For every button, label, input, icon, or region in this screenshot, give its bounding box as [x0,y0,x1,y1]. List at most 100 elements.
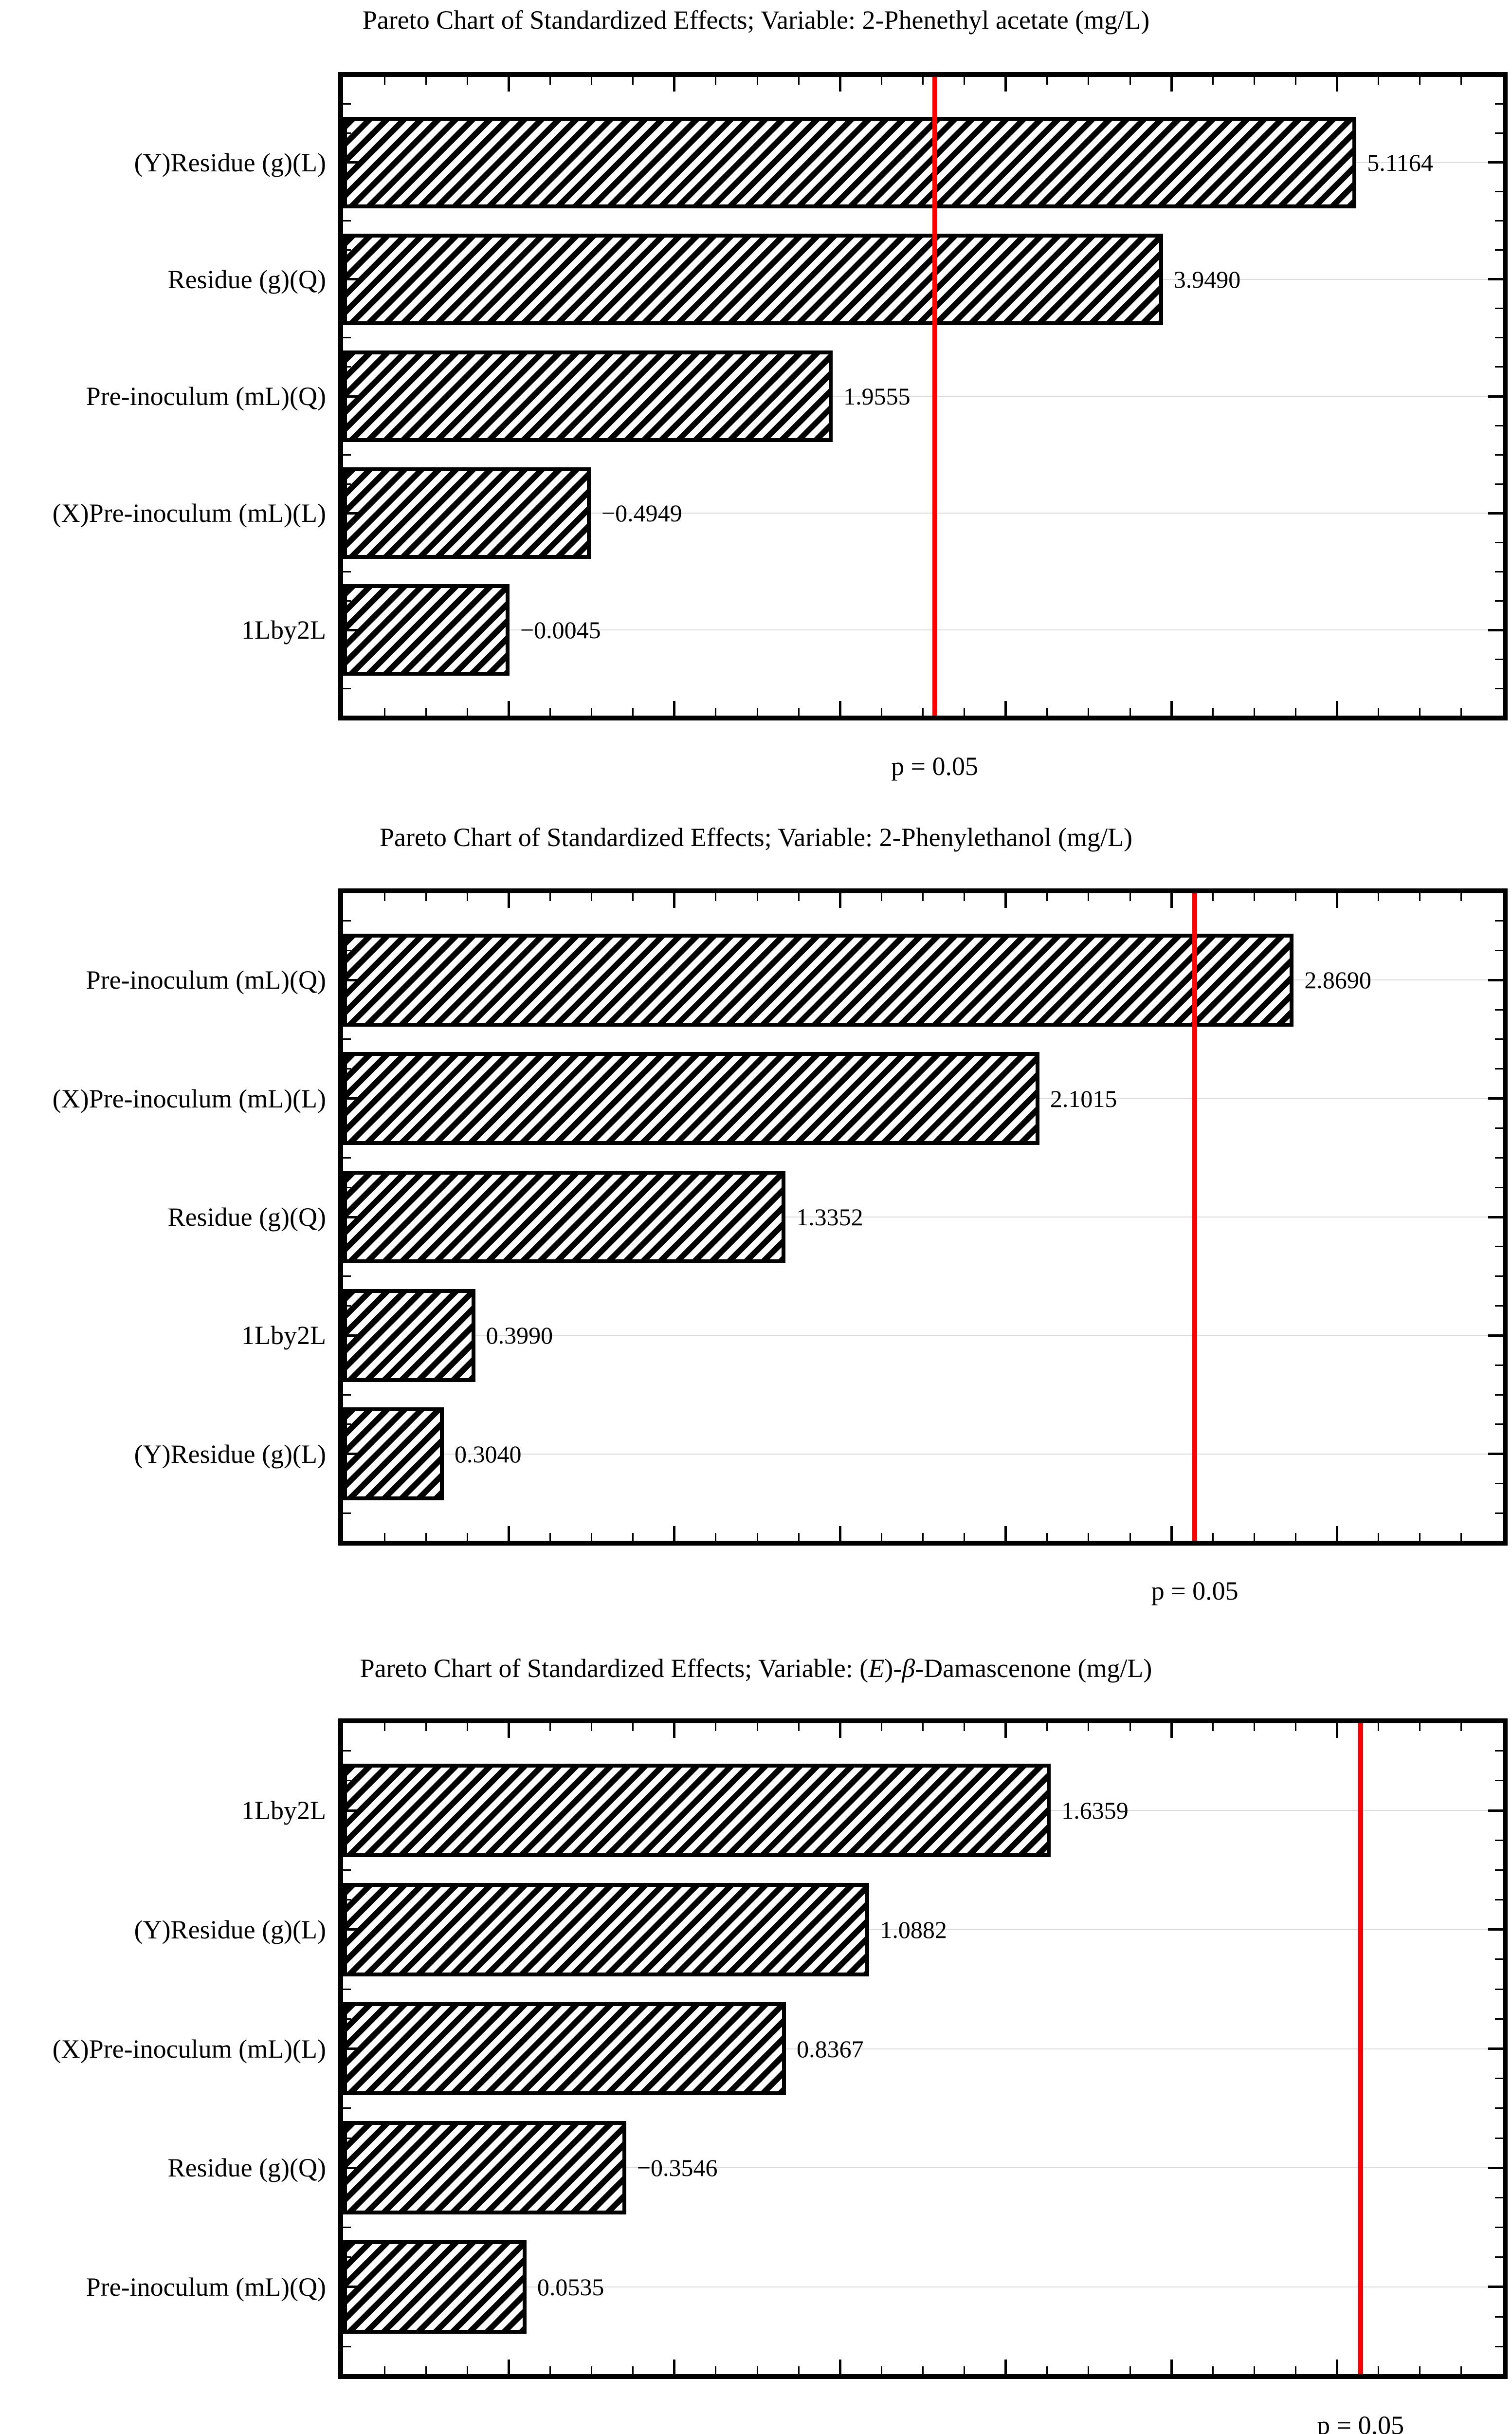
y-axis-tick-minor [343,483,351,485]
effect-bar [343,2240,527,2334]
y-axis-tick-minor [343,541,351,543]
bar-value-label: 5.1164 [1367,148,1433,176]
x-axis-tick-minor [798,1533,800,1541]
x-axis-tick-minor [1088,708,1090,716]
x-axis-tick-minor [922,1533,924,1541]
effect-bar [343,1289,475,1382]
y-axis-tick-minor [343,1899,351,1901]
y-axis-tick-major [343,628,358,631]
y-axis-right-tick-minor [1495,687,1503,689]
x-axis-tick-minor [632,2366,634,2374]
y-axis-tick-minor [343,366,351,368]
x-axis-tick-major [838,2360,841,2374]
x-axis-tick-major [673,1526,676,1541]
x-axis-tick-minor [964,2366,965,2374]
y-axis-right-tick-minor [1495,1958,1503,1960]
x-axis-top-tick-minor [756,1723,758,1731]
x-axis-top-tick-minor [1088,1723,1090,1731]
x-axis-tick-minor [1378,2366,1380,2374]
y-axis-right-tick-minor [1495,191,1503,193]
y-axis-right-tick-major [1488,978,1503,981]
x-axis-top-tick-minor [922,77,924,85]
x-axis-top-tick-major [1004,1723,1007,1738]
category-label: 1Lby2L [241,1796,326,1826]
y-axis-right-tick-minor [1495,2316,1503,2318]
x-axis-tick-minor [1046,708,1048,716]
y-axis-tick-minor [343,1275,351,1277]
y-axis-right-tick-major [1488,1097,1503,1100]
x-axis-tick-minor [1294,1533,1296,1541]
category-label: Residue (g)(Q) [167,264,326,294]
y-axis-tick-minor [343,1038,351,1040]
x-axis-tick-minor [1129,2366,1131,2374]
x-axis-tick-major [838,1526,841,1541]
pareto-chart-phenethyl-acetate: Pareto Chart of Standardized Effects; Va… [0,0,1512,803]
y-axis-tick-major [343,161,358,164]
x-axis-top-tick-minor [632,77,634,85]
x-axis-tick-minor [1294,708,1296,716]
x-axis-top-tick-minor [1212,893,1214,901]
x-axis-tick-minor [1212,708,1214,716]
x-axis-top-tick-major [838,1723,841,1738]
y-axis-right-tick-major [1488,1334,1503,1337]
x-axis-top-tick-minor [425,1723,427,1731]
x-axis-top-tick-minor [1419,77,1421,85]
x-axis-top-tick-minor [1253,893,1255,901]
x-axis-tick-major [673,701,676,716]
x-axis-tick-minor [1088,1533,1090,1541]
y-axis-right-tick-minor [1495,1750,1503,1752]
y-axis-tick-minor [343,920,351,922]
x-axis-tick-minor [1212,1533,1214,1541]
category-label: Residue (g)(Q) [167,2153,326,2183]
x-axis-top-tick-minor [632,893,634,901]
x-axis-top-tick-minor [549,1723,551,1731]
y-axis-tick-minor [343,1512,351,1514]
y-axis-right-tick-major [1488,278,1503,281]
bar-value-label: −0.4949 [601,499,682,527]
x-axis-tick-minor [1129,708,1131,716]
y-axis-right-tick-minor [1495,483,1503,485]
category-label: 1Lby2L [241,615,326,645]
p-threshold-label: p = 0.05 [1317,2411,1404,2434]
x-axis-top-tick-minor [1253,1723,1255,1731]
y-axis-right-tick-minor [1495,1839,1503,1841]
chart-title: Pareto Chart of Standardized Effects; Va… [0,6,1512,34]
bar-value-label: −0.3546 [637,2154,718,2182]
x-axis-tick-major [1004,1526,1007,1541]
x-axis-top-tick-major [507,893,510,908]
effect-bar [343,116,1357,208]
effect-bar [343,233,1163,325]
y-axis-right-tick-minor [1495,1127,1503,1129]
y-axis-right-tick-minor [1495,541,1503,543]
bar-value-label: 1.6359 [1061,1797,1129,1825]
x-axis-top-tick-minor [1460,893,1462,901]
y-axis-tick-minor [343,337,351,339]
y-axis-right-tick-minor [1495,220,1503,222]
y-axis-right-tick-minor [1495,2137,1503,2139]
x-axis-tick-major [507,2360,510,2374]
x-axis-tick-minor [632,708,634,716]
x-axis-tick-minor [715,708,717,716]
y-axis-right-tick-minor [1495,132,1503,134]
x-axis-tick-minor [756,2366,758,2374]
y-axis-right-tick-minor [1495,1869,1503,1871]
y-axis-tick-minor [343,220,351,222]
y-axis-right-tick-minor [1495,920,1503,922]
x-axis-top-tick-minor [756,893,758,901]
category-label: (X)Pre-inoculum (mL)(L) [52,498,326,528]
p-threshold-line [932,77,937,716]
y-axis-tick-major [343,1334,358,1337]
y-axis-right-tick-minor [1495,2107,1503,2109]
bar-value-label: 2.8690 [1304,966,1371,994]
x-axis-tick-minor [632,1533,634,1541]
x-axis-top-tick-minor [383,893,385,901]
x-axis-top-tick-minor [880,77,882,85]
effect-bar [343,2121,626,2214]
y-axis-right-tick-minor [1495,2256,1503,2258]
p-threshold-line [1192,893,1198,1541]
gridline [343,2167,1503,2169]
x-axis-top-tick-major [507,77,510,92]
category-axis-labels: (Y)Residue (g)(L) Residue (g)(Q) Pre-inocu… [0,77,330,716]
pareto-chart-phenylethanol: Pareto Chart of Standardized Effects; Va… [0,803,1512,1621]
